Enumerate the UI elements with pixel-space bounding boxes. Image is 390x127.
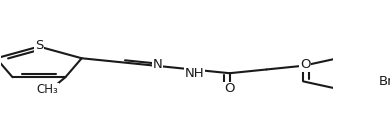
Text: NH: NH	[184, 67, 204, 80]
Text: Br: Br	[379, 75, 390, 88]
Text: O: O	[300, 58, 310, 71]
Text: N: N	[152, 58, 162, 71]
Text: S: S	[35, 39, 43, 52]
Text: CH₃: CH₃	[36, 83, 58, 96]
Text: O: O	[224, 82, 235, 95]
